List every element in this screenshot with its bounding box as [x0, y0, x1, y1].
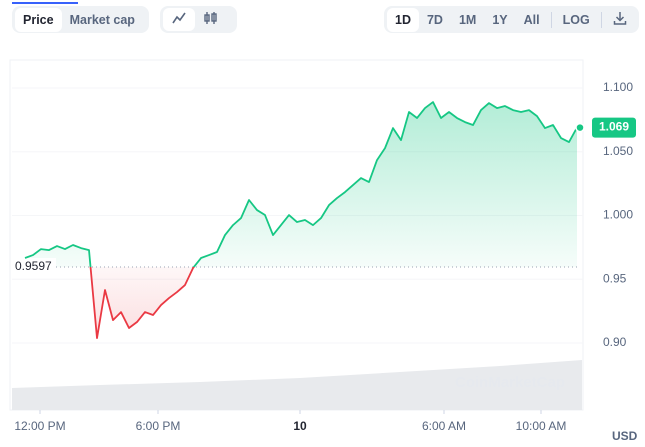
x-tick-label: 6:00 PM — [136, 419, 181, 433]
y-tick-label: 1.050 — [603, 144, 633, 158]
y-tick-label: 0.95 — [603, 271, 627, 285]
y-tick-label: 1.100 — [603, 80, 633, 94]
x-tick-label: 10:00 AM — [516, 419, 567, 433]
range-button[interactable]: All — [523, 12, 540, 27]
volume-area — [12, 360, 582, 410]
range-button[interactable]: 1M — [458, 12, 477, 27]
y-tick-label: 1.000 — [603, 208, 633, 222]
range-button[interactable]: 1D — [387, 7, 419, 32]
line-icon — [172, 12, 186, 24]
divider — [600, 11, 602, 28]
range-group: 1D 7D 1M 1Y All LOG — [384, 6, 639, 33]
price-tag — [592, 117, 636, 138]
download-button[interactable] — [605, 8, 635, 31]
baseline-label: 0.9597 — [15, 259, 52, 273]
tab-indicator — [12, 2, 78, 4]
price-line — [24, 101, 578, 339]
tab-group: Price Market cap — [12, 6, 149, 33]
candle-icon — [204, 12, 217, 24]
range-button[interactable]: 1Y — [492, 12, 508, 27]
line-chart-button[interactable] — [163, 8, 195, 31]
tab[interactable]: Market cap — [69, 12, 135, 27]
candle-chart-button[interactable] — [195, 8, 227, 31]
x-tick-label: 12:00 PM — [14, 419, 65, 433]
price-tag-label: 1.069 — [599, 120, 629, 134]
tab[interactable]: Price — [15, 7, 62, 32]
download-icon — [613, 12, 626, 25]
range-button[interactable]: 7D — [426, 12, 443, 27]
chart-type-group — [160, 6, 237, 33]
log-button[interactable]: LOG — [562, 12, 590, 27]
x-tick-label: 6:00 AM — [422, 419, 466, 433]
divider — [550, 11, 552, 28]
x-tick-label: 10 — [293, 419, 307, 433]
watermark: CoinMarketCap — [455, 374, 565, 391]
baseline-label-bg — [12, 257, 56, 276]
currency-label: USD — [612, 429, 638, 443]
y-tick-label: 0.90 — [603, 335, 627, 349]
area — [25, 102, 577, 339]
last-point — [575, 122, 585, 133]
